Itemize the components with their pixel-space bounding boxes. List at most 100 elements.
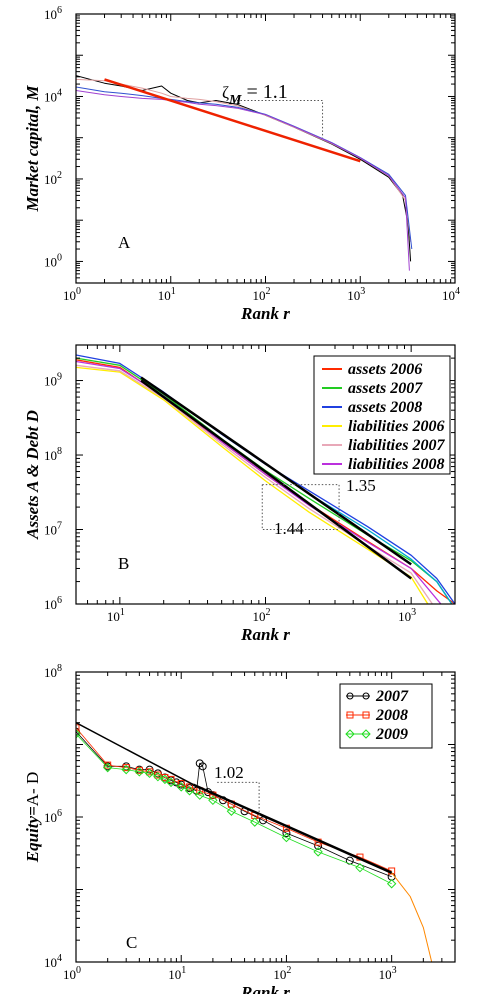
y-tick-label: 100: [44, 252, 62, 269]
y-tick-exponent: 2: [57, 170, 62, 181]
y-tick-exponent: 9: [57, 372, 62, 383]
x-tick-label: 101: [107, 607, 125, 624]
y-tick-label: 109: [44, 372, 62, 389]
x-axis-title: Rank r: [240, 983, 290, 994]
y-tick-exponent: 6: [57, 5, 62, 16]
fit-line-2: [391, 872, 433, 962]
y-axis-rest: A- D: [23, 772, 42, 806]
fit-line-0: [76, 722, 194, 786]
x-tick-exponent: 2: [266, 286, 271, 297]
y-tick-exponent: 6: [57, 595, 62, 606]
series-line-7: [140, 376, 412, 566]
x-tick-label: 102: [253, 286, 271, 303]
series-line-2009: [76, 733, 392, 885]
legend-label: liabilities 2008: [348, 456, 444, 473]
legend: assets 2006 assets 2007 assets 2008 liabili…: [313, 355, 451, 475]
ticks: [75, 13, 456, 284]
marker-2007: [282, 829, 291, 838]
panel-B: 101 102 103 106 107 108 109 B Rank r Assets A & D…: [23, 344, 456, 644]
x-tick-exponent: 2: [286, 965, 291, 976]
marker-2009: [195, 790, 205, 800]
marker-2009: [134, 767, 145, 777]
x-tick-label: 102: [273, 965, 291, 982]
series-line-5: [76, 360, 442, 604]
x-axis-title: Rank r: [240, 625, 290, 644]
y-tick-label: 106: [44, 5, 62, 22]
panel-label: B: [118, 554, 129, 573]
y-tick-label: 106: [44, 808, 62, 825]
legend-marker: [345, 729, 355, 739]
ticks: [75, 344, 456, 605]
x-axis-title: Rank r: [240, 304, 290, 323]
x-tick-label: 100: [63, 286, 81, 303]
y-tick-label: 108: [44, 446, 62, 463]
zeta-annotation: ζM = 1.1: [222, 81, 288, 108]
x-tick-label: 103: [347, 286, 365, 303]
marker-2008: [104, 761, 112, 769]
plot-frame: [75, 344, 456, 605]
x-tick-exponent: 1: [181, 965, 186, 976]
marker-2008: [76, 724, 80, 732]
x-tick-exponent: 0: [76, 965, 81, 976]
panel-label: A: [118, 233, 131, 252]
legend-label: assets 2008: [348, 399, 422, 416]
x-tick-label: 103: [398, 607, 416, 624]
ticks: [75, 671, 456, 963]
marker-2009: [184, 786, 195, 796]
legend-label: 2008: [375, 707, 408, 724]
legend: 2007 2008 2009: [339, 683, 433, 749]
series-line-6: [308, 493, 453, 604]
y-tick-label: 104: [44, 953, 62, 970]
series-line-8: [140, 379, 412, 580]
zeta-sub: M: [228, 93, 242, 108]
marker-2009: [176, 782, 186, 792]
marker-2007: [198, 762, 207, 771]
legend-label: assets 2006: [348, 361, 422, 378]
legend-box: [339, 683, 433, 749]
marker-2009: [160, 774, 170, 785]
marker-2009: [313, 847, 323, 857]
marker-2009: [144, 768, 155, 779]
x-tick-label: 104: [442, 286, 460, 303]
legend-marker: [362, 711, 370, 719]
x-tick-exponent: 3: [360, 286, 365, 297]
y-tick-exponent: 6: [57, 808, 62, 819]
x-tick-label: 103: [379, 965, 397, 982]
plot-area: [76, 354, 455, 604]
legend-marker: [346, 711, 354, 719]
x-tick-exponent: 3: [411, 607, 416, 618]
legend-box: [313, 355, 451, 475]
marker-2009: [226, 806, 237, 816]
plot-area: [76, 75, 413, 271]
y-tick-exponent: 4: [57, 87, 62, 98]
series-line-2: [76, 86, 413, 250]
y-tick-exponent: 8: [57, 446, 62, 457]
x-tick-label: 101: [158, 286, 176, 303]
y-tick-label: 102: [44, 170, 62, 187]
y-tick-exponent: 7: [57, 521, 62, 532]
marker-2009: [76, 729, 81, 739]
panel-label: C: [126, 933, 137, 952]
y-tick-exponent: 0: [57, 252, 62, 263]
y-tick-exponent: 8: [57, 663, 62, 674]
legend-marker: [361, 729, 371, 739]
dotted-box: [261, 484, 340, 531]
marker-2009: [102, 762, 113, 773]
slope-annotation: 1.02: [214, 763, 244, 782]
y-tick-label: 106: [44, 595, 62, 612]
x-tick-exponent: 1: [120, 607, 125, 618]
series-line-2008: [76, 727, 392, 872]
legend-marker: [346, 692, 354, 700]
x-tick-exponent: 2: [266, 607, 271, 618]
legend-label: 2009: [375, 726, 408, 743]
marker-2009: [281, 832, 292, 843]
marker-2008: [186, 783, 194, 791]
x-tick-exponent: 4: [455, 286, 460, 297]
fit-line-1: [192, 783, 393, 874]
series-line-2007: [76, 731, 392, 878]
legend-label: liabilities 2007: [348, 437, 445, 454]
y-tick-exponent: 4: [57, 953, 62, 964]
